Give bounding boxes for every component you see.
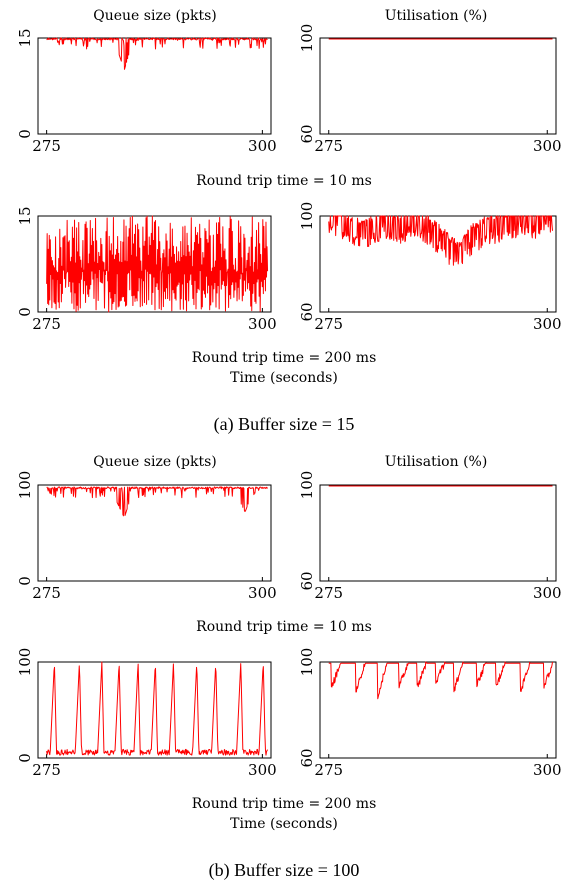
y-tick-label: 100: [298, 648, 316, 677]
plot-frame: [319, 661, 557, 759]
y-tick-label: 0: [16, 753, 34, 763]
plot-frame: [319, 484, 557, 582]
x-tick-label: 300: [248, 315, 277, 333]
panel-b-util-200ms: 275 300 60 100: [298, 648, 562, 779]
plot-frame: [319, 37, 557, 135]
x-tick-label: 300: [248, 137, 277, 155]
queue-title-b: Queue size (pkts): [93, 454, 216, 470]
y-tick-label: 0: [16, 129, 34, 139]
x-tick-label: 300: [533, 315, 562, 333]
y-tick-label: 0: [16, 307, 34, 317]
y-tick-label: 100: [16, 471, 34, 500]
plot-frame: [37, 215, 272, 313]
x-tick-label: 275: [32, 584, 61, 602]
rtt-label-b-200ms: Round trip time = 200 ms: [192, 796, 377, 812]
x-tick-label: 275: [314, 761, 343, 779]
series-line-a-util-200ms: [328, 215, 553, 266]
plot-frame: [37, 37, 272, 135]
rtt-label-a-10ms: Round trip time = 10 ms: [196, 173, 372, 189]
queue-title-a: Queue size (pkts): [93, 8, 216, 24]
rtt-label-b-10ms: Round trip time = 10 ms: [196, 619, 372, 635]
y-tick-label: 15: [16, 28, 34, 47]
y-tick-label: 100: [298, 202, 316, 231]
series-line-b-queue-200ms: [46, 661, 268, 756]
plot-frame: [37, 661, 272, 759]
util-title-a: Utilisation (%): [385, 8, 488, 24]
plot-frame: [37, 484, 272, 582]
series-line-b-util-200ms: [328, 661, 553, 700]
y-tick-label: 60: [298, 302, 316, 321]
caption-b: (b) Buffer size = 100: [208, 860, 360, 880]
x-tick-label: 300: [533, 137, 562, 155]
x-tick-label: 275: [314, 584, 343, 602]
y-tick-label: 100: [16, 648, 34, 677]
x-tick-label: 275: [314, 315, 343, 333]
rtt-label-a-200ms: Round trip time = 200 ms: [192, 350, 377, 366]
x-tick-label: 300: [533, 584, 562, 602]
y-tick-label: 0: [16, 576, 34, 586]
y-tick-label: 100: [298, 24, 316, 53]
panel-a-util-200ms: 275 300 60 100: [298, 202, 562, 333]
y-tick-label: 15: [16, 206, 34, 225]
series-line-a-queue-200ms: [46, 215, 269, 313]
series-line-b-queue-10ms: [46, 486, 268, 517]
panel-a-queue-200ms: 275 300 0 15: [16, 206, 277, 333]
caption-a: (a) Buffer size = 15: [213, 414, 355, 434]
xlabel-a: Time (seconds): [230, 370, 338, 386]
panel-a-util-10ms: 275 300 60 100: [298, 24, 562, 155]
x-tick-label: 300: [248, 584, 277, 602]
x-tick-label: 275: [32, 137, 61, 155]
panels: 275 300 0 15 275 300 60 100 275 300 0 15 275 300 60 100…: [16, 24, 562, 779]
panel-a-queue-10ms: 275 300 0 15: [16, 28, 277, 155]
x-tick-label: 275: [314, 137, 343, 155]
y-tick-label: 60: [298, 571, 316, 590]
panel-b-queue-200ms: 275 300 0 100: [16, 648, 277, 779]
x-tick-label: 300: [533, 761, 562, 779]
plot-frame: [319, 215, 557, 313]
panel-b-util-10ms: 275 300 60 100: [298, 471, 562, 602]
panel-b-queue-10ms: 275 300 0 100: [16, 471, 277, 602]
series-line-a-queue-10ms: [46, 37, 268, 70]
y-tick-label: 60: [298, 748, 316, 767]
figure-a: Queue size (pkts) Utilisation (%) Round …: [93, 8, 487, 386]
y-tick-label: 100: [298, 471, 316, 500]
y-tick-label: 60: [298, 124, 316, 143]
x-tick-label: 275: [32, 315, 61, 333]
util-title-b: Utilisation (%): [385, 454, 488, 470]
x-tick-label: 275: [32, 761, 61, 779]
xlabel-b: Time (seconds): [230, 816, 338, 832]
x-tick-label: 300: [248, 761, 277, 779]
figure-b: Queue size (pkts) Utilisation (%) Round …: [93, 454, 487, 832]
